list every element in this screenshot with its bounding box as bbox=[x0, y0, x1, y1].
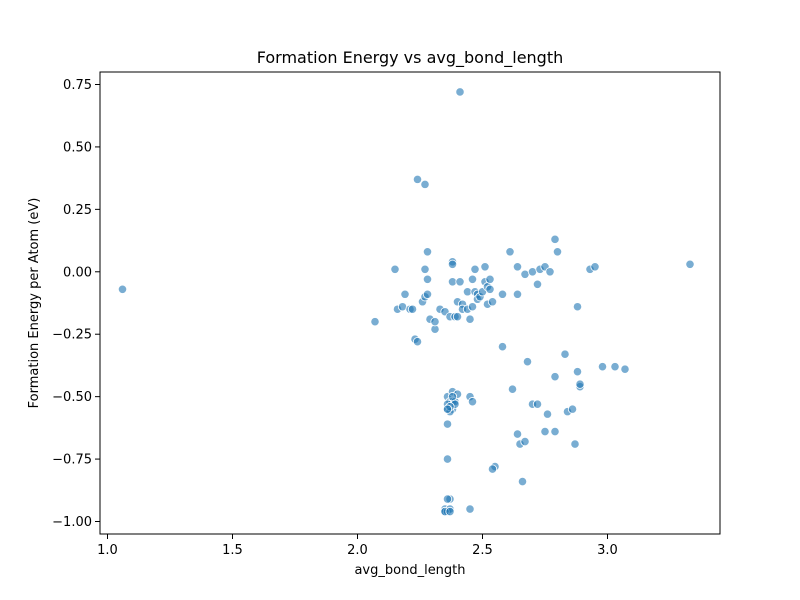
x-tick-label: 2.0 bbox=[347, 543, 368, 558]
data-point bbox=[597, 362, 608, 372]
data-point bbox=[485, 274, 495, 284]
data-point bbox=[467, 274, 478, 284]
data-point bbox=[497, 289, 508, 299]
data-point bbox=[470, 264, 480, 274]
data-point bbox=[512, 289, 523, 299]
data-point bbox=[485, 284, 495, 294]
data-point bbox=[550, 372, 560, 382]
y-tick-label: −0.50 bbox=[52, 390, 92, 405]
data-point bbox=[532, 279, 543, 289]
data-point bbox=[572, 302, 583, 312]
data-point bbox=[512, 429, 523, 439]
data-point bbox=[575, 379, 585, 389]
data-point bbox=[455, 87, 465, 97]
data-point bbox=[467, 302, 478, 312]
data-point bbox=[407, 304, 418, 314]
data-points bbox=[117, 87, 695, 517]
data-point bbox=[590, 262, 600, 272]
data-point bbox=[442, 494, 453, 504]
data-point bbox=[522, 357, 533, 367]
y-tick-label: −0.75 bbox=[52, 453, 92, 468]
data-point bbox=[620, 364, 630, 374]
y-tick-label: −1.00 bbox=[52, 515, 92, 530]
data-point bbox=[540, 427, 550, 437]
data-point bbox=[550, 427, 560, 437]
data-point bbox=[550, 234, 560, 244]
data-point bbox=[552, 247, 563, 257]
y-tick-label: 0.50 bbox=[63, 140, 92, 155]
data-point bbox=[517, 476, 528, 487]
data-point bbox=[567, 404, 578, 414]
data-point bbox=[545, 267, 555, 277]
data-point bbox=[465, 314, 475, 324]
y-axis-ticks: 0.75 0.50 0.25 0.00 −0.25 −0.50 −0.75 −1.00 bbox=[52, 78, 100, 530]
data-point bbox=[442, 419, 453, 429]
data-point bbox=[445, 506, 455, 517]
data-point bbox=[507, 384, 518, 394]
data-point bbox=[610, 362, 620, 372]
data-point bbox=[442, 454, 453, 464]
data-point bbox=[430, 317, 440, 327]
data-point bbox=[455, 277, 465, 287]
y-tick-label: −0.25 bbox=[52, 328, 92, 343]
data-point bbox=[487, 297, 498, 307]
data-point bbox=[512, 262, 523, 272]
y-tick-label: 0.25 bbox=[63, 203, 92, 218]
data-point bbox=[420, 179, 430, 189]
data-point bbox=[570, 439, 580, 449]
data-point bbox=[452, 312, 463, 322]
data-point bbox=[497, 342, 508, 352]
x-axis-label: avg_bond_length bbox=[354, 563, 465, 578]
x-axis-ticks: 1.0 1.5 2.0 2.5 3.0 bbox=[97, 534, 618, 558]
data-point bbox=[412, 337, 423, 347]
x-tick-label: 1.5 bbox=[222, 543, 243, 558]
x-tick-label: 2.5 bbox=[472, 543, 493, 558]
chart-title: Formation Energy vs avg_bond_length bbox=[257, 48, 564, 68]
x-tick-label: 1.0 bbox=[97, 543, 118, 558]
plot-frame bbox=[99, 71, 721, 535]
data-point bbox=[560, 349, 570, 359]
data-point bbox=[420, 264, 430, 274]
data-point bbox=[412, 174, 423, 184]
y-axis-label: Formation Energy per Atom (eV) bbox=[27, 198, 42, 409]
data-point bbox=[520, 436, 530, 447]
y-tick-label: 0.75 bbox=[63, 78, 92, 93]
data-point bbox=[505, 247, 515, 257]
data-point bbox=[487, 464, 498, 474]
data-point bbox=[442, 404, 453, 414]
data-point bbox=[400, 289, 410, 299]
data-point bbox=[572, 367, 583, 377]
data-point bbox=[370, 317, 380, 327]
data-point bbox=[480, 262, 490, 272]
data-point bbox=[117, 284, 128, 294]
data-point bbox=[467, 397, 478, 407]
data-point bbox=[390, 264, 400, 274]
x-tick-label: 3.0 bbox=[597, 543, 618, 558]
data-point bbox=[542, 409, 553, 419]
data-point bbox=[422, 247, 433, 257]
data-point bbox=[422, 274, 433, 284]
data-point bbox=[422, 289, 433, 299]
y-tick-label: 0.00 bbox=[63, 265, 92, 280]
data-point bbox=[532, 399, 543, 409]
data-point bbox=[685, 259, 695, 269]
data-point bbox=[447, 259, 458, 269]
data-point bbox=[465, 504, 475, 514]
